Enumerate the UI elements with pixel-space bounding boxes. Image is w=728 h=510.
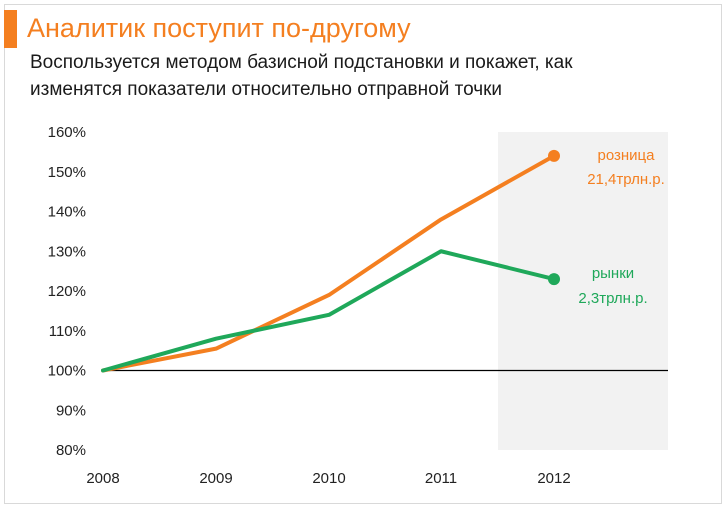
series-end-marker [548, 149, 560, 162]
series-label-name: розница [598, 147, 656, 164]
y-tick-label: 90% [56, 402, 86, 419]
x-axis: 2008 2009 2010 2011 2012 [86, 470, 570, 487]
series-end-marker [548, 273, 560, 286]
x-tick-label: 2012 [537, 470, 570, 487]
slide-title: Аналитик поступит по-другому [27, 13, 411, 43]
slide-frame [4, 4, 722, 504]
y-tick-label: 100% [48, 363, 86, 380]
y-tick-label: 140% [48, 204, 86, 221]
series-label-name: рынки [592, 265, 634, 282]
x-tick-label: 2008 [86, 470, 119, 487]
title-accent-bar [4, 10, 17, 48]
y-tick-label: 160% [48, 124, 86, 141]
x-tick-label: 2009 [199, 470, 232, 487]
y-tick-label: 110% [49, 323, 86, 340]
highlight-band-2012 [498, 132, 668, 450]
series-line-retail [101, 153, 556, 373]
y-tick-label: 120% [48, 283, 86, 300]
x-tick-label: 2011 [425, 470, 457, 487]
series-label-value: 21,4трлн.р. [587, 171, 665, 188]
y-axis: 160% 150% 140% 130% 120% 110% 100% 90% 80% [48, 124, 86, 459]
subtitle-line-2: изменятся показатели относительно отправ… [30, 79, 503, 100]
y-tick-label: 150% [48, 164, 86, 181]
subtitle-line-1: Воспользуется методом базисной подстанов… [30, 52, 573, 73]
series-line-markets [101, 249, 556, 373]
slide-subtitle: Воспользуется методом базисной подстанов… [30, 49, 710, 103]
series-label-value: 2,3трлн.р. [578, 290, 647, 307]
x-tick-label: 2010 [312, 470, 345, 487]
y-tick-label: 130% [48, 243, 86, 260]
y-tick-label: 80% [56, 442, 86, 459]
series-layer: розница 21,4трлн.р. рынки 2,3трлн.р. [101, 147, 665, 373]
